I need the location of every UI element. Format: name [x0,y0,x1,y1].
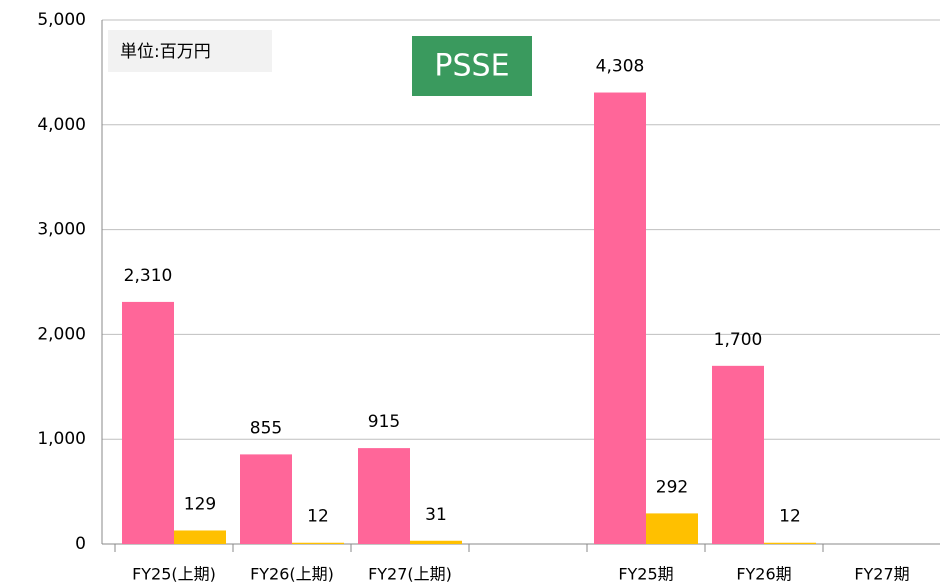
bar [594,92,646,544]
value-label: 1,700 [714,330,763,350]
x-tick-label: FY25期 [618,565,673,584]
value-label: 855 [250,418,282,438]
bar [122,301,174,544]
x-tick-label: FY26(上期) [250,565,334,584]
bar [712,365,764,544]
y-tick-label: 0 [75,534,86,554]
bar [410,540,462,544]
value-label: 2,310 [124,266,173,286]
bar [646,513,698,544]
unit-box [108,30,272,72]
y-tick-label: 4,000 [37,115,86,135]
y-tick-label: 1,000 [37,429,86,449]
badge-label: PSSE [434,49,509,84]
value-label: 4,308 [596,57,645,77]
unit-label: 単位:百万円 [120,42,211,62]
value-label: 12 [779,507,801,527]
value-label: 12 [307,507,329,527]
bar [358,448,410,544]
x-tick-label: FY25(上期) [132,565,216,584]
badge-box [412,36,532,96]
value-label: 292 [656,477,688,497]
bar [764,542,816,544]
value-label: 31 [425,505,447,525]
y-tick-label: 3,000 [37,220,86,240]
y-tick-label: 2,000 [37,324,86,344]
x-tick-label: FY27期 [854,565,909,584]
value-label: 915 [368,412,400,432]
y-tick-label: 5,000 [37,10,86,30]
value-label: 129 [184,494,216,514]
bar [174,530,226,544]
x-tick-label: FY27(上期) [368,565,452,584]
bar [240,454,292,544]
bar [292,542,344,544]
x-tick-label: FY26期 [736,565,791,584]
